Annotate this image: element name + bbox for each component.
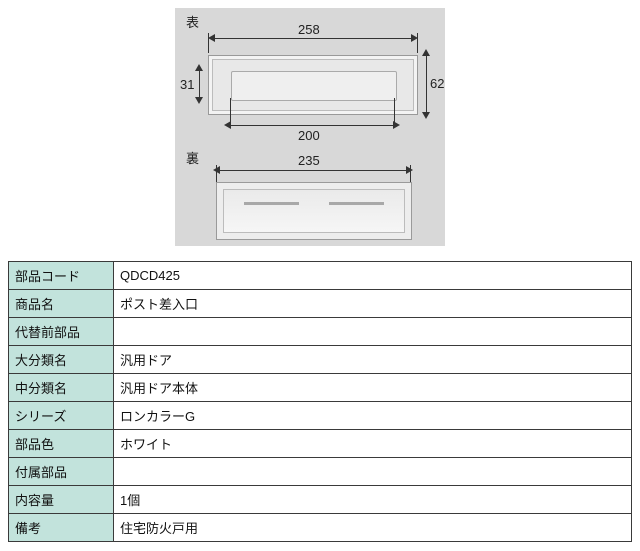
spec-table-body: 部品コードQDCD425商品名ポスト差入口代替前部品大分類名汎用ドア中分類名汎用…	[9, 262, 632, 542]
table-row: 代替前部品	[9, 318, 632, 346]
hinge	[329, 202, 384, 205]
row-label: シリーズ	[9, 402, 114, 430]
dim-outer-width: 258	[298, 22, 320, 37]
back-plate	[216, 182, 412, 240]
table-row: 中分類名汎用ドア本体	[9, 374, 632, 402]
dim-line-slot-h	[199, 70, 200, 98]
dim-ext	[417, 33, 418, 53]
dim-back-width: 235	[298, 153, 320, 168]
dim-line-back-w	[219, 170, 407, 171]
dim-line-outer-width	[213, 38, 413, 39]
row-value: 汎用ドア	[114, 346, 632, 374]
dim-ext	[410, 165, 411, 183]
front-slot	[231, 71, 397, 101]
row-label: 備考	[9, 514, 114, 542]
dim-line-outer-h	[426, 55, 427, 113]
row-label: 部品色	[9, 430, 114, 458]
dim-arrow	[422, 49, 430, 56]
dim-outer-height: 62	[430, 76, 444, 91]
row-value: ホワイト	[114, 430, 632, 458]
table-row: 付属部品	[9, 458, 632, 486]
front-label: 表	[186, 12, 199, 31]
row-value: ロンカラーG	[114, 402, 632, 430]
dim-ext	[208, 33, 209, 53]
row-label: 部品コード	[9, 262, 114, 290]
row-value	[114, 458, 632, 486]
row-value: 1個	[114, 486, 632, 514]
front-plate	[208, 55, 418, 115]
table-row: 部品色ホワイト	[9, 430, 632, 458]
spec-table: 部品コードQDCD425商品名ポスト差入口代替前部品大分類名汎用ドア中分類名汎用…	[8, 261, 632, 542]
dim-line-slot-w	[230, 125, 394, 126]
dim-arrow	[422, 112, 430, 119]
row-value	[114, 318, 632, 346]
dim-arrow	[195, 97, 203, 104]
hinge	[244, 202, 299, 205]
back-plate-inner	[223, 189, 405, 233]
table-row: 商品名ポスト差入口	[9, 290, 632, 318]
dim-slot-width: 200	[298, 128, 320, 143]
table-row: シリーズロンカラーG	[9, 402, 632, 430]
row-value: ポスト差入口	[114, 290, 632, 318]
row-label: 内容量	[9, 486, 114, 514]
back-label: 裏	[186, 148, 199, 167]
dim-arrow	[208, 34, 215, 42]
dim-slot-height: 31	[180, 77, 194, 92]
dim-ext	[230, 98, 231, 126]
row-label: 大分類名	[9, 346, 114, 374]
table-row: 備考住宅防火戸用	[9, 514, 632, 542]
table-row: 部品コードQDCD425	[9, 262, 632, 290]
dim-ext	[216, 165, 217, 183]
table-row: 内容量1個	[9, 486, 632, 514]
row-value: 住宅防火戸用	[114, 514, 632, 542]
table-row: 大分類名汎用ドア	[9, 346, 632, 374]
dim-arrow	[195, 64, 203, 71]
row-value: QDCD425	[114, 262, 632, 290]
diagram-area: 表 258 31 62 200 裏 235	[0, 0, 640, 255]
row-label: 中分類名	[9, 374, 114, 402]
row-label: 代替前部品	[9, 318, 114, 346]
row-label: 商品名	[9, 290, 114, 318]
row-label: 付属部品	[9, 458, 114, 486]
dim-ext	[394, 98, 395, 126]
row-value: 汎用ドア本体	[114, 374, 632, 402]
